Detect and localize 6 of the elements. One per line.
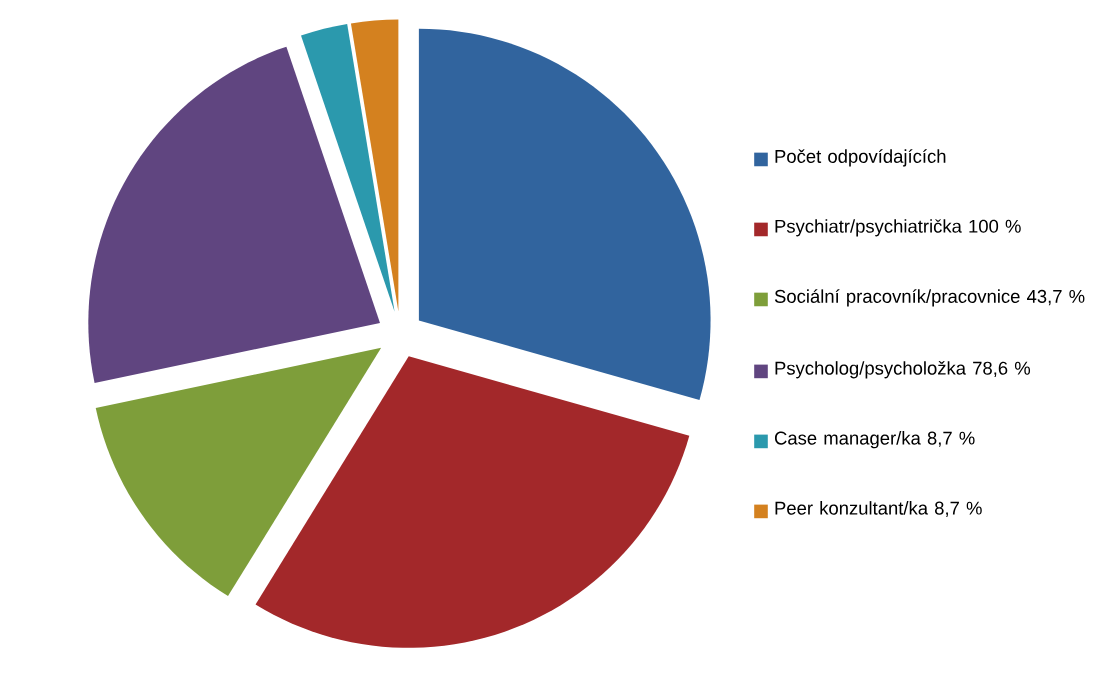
legend-label: Psycholog/psycholožka 78,6 % (775, 361, 1031, 379)
legend-label: Psychiatr/psychiatrička 100 % (775, 219, 1021, 237)
legend-label: Case manager/ka 8,7 % (774, 431, 975, 449)
legend-label: Počet odpovídajících (775, 149, 946, 167)
legend-label: Peer konzultant/ka 8,7 % (775, 501, 982, 518)
legend-label: Sociální pracovník/pracovnice 43,7 % (774, 289, 1085, 307)
